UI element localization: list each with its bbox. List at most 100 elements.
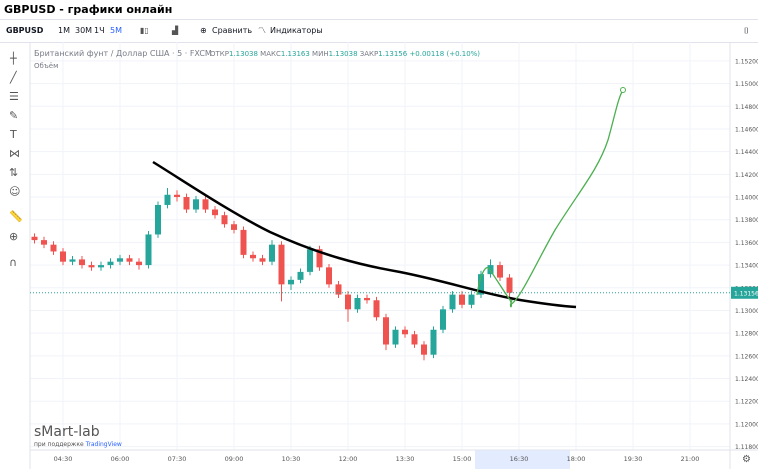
candle-body bbox=[126, 258, 133, 262]
y-tick-label: 1.14200 bbox=[735, 172, 758, 179]
x-tick-label: 19:30 bbox=[624, 455, 643, 463]
x-tick-label: 12:00 bbox=[339, 455, 358, 463]
magnet-tool[interactable]: ∩ bbox=[9, 256, 17, 269]
emoji-tool[interactable]: ☺ bbox=[9, 185, 20, 198]
y-tick-label: 1.11800 bbox=[735, 444, 758, 451]
candle-body bbox=[506, 277, 513, 293]
y-tick-label: 1.14000 bbox=[735, 195, 758, 202]
toolbar: GBPUSD 1M 30M 1Ч 5M ▮▯ ▟ ⊕ Сравнить 〽 Ин… bbox=[0, 20, 758, 43]
candle-body bbox=[364, 297, 370, 301]
measure-tool[interactable]: ⇅ bbox=[9, 166, 18, 179]
logo: sMart-lab bbox=[34, 424, 100, 440]
candle-body bbox=[136, 261, 142, 266]
drawing-tools: ┼ ╱ ☰ ✎ T ⋈ ⇅ ☺ 📏 ⊕ ∩ bbox=[9, 51, 23, 269]
fib-tool[interactable]: ☰ bbox=[9, 90, 19, 103]
y-tick-label: 1.12200 bbox=[735, 399, 758, 406]
legend-value: 1.13038 bbox=[329, 50, 358, 58]
x-tick-label: 21:00 bbox=[681, 455, 700, 463]
candle-body bbox=[212, 209, 218, 216]
forecast-line bbox=[509, 89, 624, 306]
crosshair-tool[interactable]: ┼ bbox=[9, 51, 17, 65]
candle-body bbox=[107, 261, 114, 266]
trend-line bbox=[152, 160, 577, 309]
legend-value: 1.13163 bbox=[281, 50, 310, 58]
zoom-tool[interactable]: ⊕ bbox=[9, 230, 18, 243]
ruler-tool[interactable]: 📏 bbox=[9, 210, 23, 223]
legend-label: ЗАКР bbox=[360, 50, 378, 58]
pattern-tool[interactable]: ⋈ bbox=[9, 147, 20, 160]
candle-body bbox=[60, 251, 66, 262]
x-tick-label: 06:00 bbox=[111, 455, 130, 463]
interval[interactable]: 1M bbox=[58, 26, 70, 35]
legend-value: 1.13038 bbox=[229, 50, 258, 58]
x-tick-label: 09:00 bbox=[225, 455, 244, 463]
settings-icon[interactable]: ⚙ bbox=[742, 454, 751, 465]
trend-tool[interactable]: ╱ bbox=[9, 70, 18, 84]
x-tick-label: 16:30 bbox=[510, 455, 529, 463]
bar-type-icon[interactable]: ▟ bbox=[172, 26, 179, 35]
y-tick-label: 1.12800 bbox=[735, 331, 758, 338]
instrument: Британский фунт / Доллар США · 5 · FXCM bbox=[34, 49, 212, 58]
x-tick-label: 13:30 bbox=[396, 455, 415, 463]
candle-body bbox=[345, 294, 351, 310]
legend-change: +0.00118 (+0.10%) bbox=[409, 50, 480, 58]
interval[interactable]: 5M bbox=[110, 26, 122, 35]
candle-body bbox=[478, 274, 484, 295]
candle-body bbox=[468, 294, 475, 305]
candle-body bbox=[231, 224, 237, 230]
text-tool[interactable]: T bbox=[9, 128, 17, 141]
candle-body bbox=[240, 229, 247, 255]
y-tick-label: 1.15000 bbox=[735, 81, 758, 88]
candle-body bbox=[411, 334, 418, 345]
interval[interactable]: 1Ч bbox=[94, 26, 105, 35]
legend-label: МИН bbox=[312, 50, 329, 58]
compare[interactable]: Сравнить bbox=[212, 26, 253, 35]
y-tick-label: 1.14400 bbox=[735, 149, 758, 156]
chart-type-icon[interactable]: ▮▯ bbox=[140, 26, 149, 35]
candle-body bbox=[259, 258, 266, 262]
y-tick-label: 1.12600 bbox=[735, 353, 758, 360]
x-tick-label: 18:00 bbox=[567, 455, 586, 463]
indicators-icon[interactable]: 〽 bbox=[258, 26, 266, 35]
pattern-line bbox=[476, 267, 513, 308]
candle-body bbox=[373, 300, 380, 318]
x-tick-label: 07:30 bbox=[168, 455, 187, 463]
candle-body bbox=[421, 344, 427, 355]
candle-body bbox=[50, 244, 57, 252]
y-tick-label: 1.15200 bbox=[735, 58, 758, 65]
forecast-point bbox=[620, 87, 626, 93]
candle-body bbox=[307, 249, 313, 272]
candle-body bbox=[269, 244, 275, 262]
candle-body bbox=[155, 204, 161, 235]
brush-tool[interactable]: ✎ bbox=[9, 109, 18, 122]
y-tick-label: 1.13600 bbox=[735, 240, 758, 247]
interval[interactable]: 30M bbox=[75, 26, 93, 35]
compare-icon[interactable]: ⊕ bbox=[200, 26, 207, 35]
y-tick-label: 1.12000 bbox=[735, 421, 758, 428]
candle-body bbox=[79, 259, 85, 266]
price-tag bbox=[731, 286, 758, 299]
x-tick-label: 15:00 bbox=[453, 455, 472, 463]
candle-body bbox=[278, 244, 285, 285]
candle-body bbox=[250, 254, 256, 259]
indicators[interactable]: Индикаторы bbox=[270, 26, 323, 35]
legend-values: ОТКР1.13038 МАКС1.13163 МИН1.13038 ЗАКР1… bbox=[210, 50, 480, 58]
y-tick-label: 1.13000 bbox=[735, 308, 758, 315]
partner: TradingView bbox=[85, 441, 122, 448]
candle-body bbox=[335, 284, 342, 295]
y-tick-label: 1.12400 bbox=[735, 376, 758, 383]
candle-body bbox=[164, 194, 171, 205]
candle-body bbox=[202, 199, 209, 210]
camera-icon[interactable]: ⌷ bbox=[744, 26, 749, 35]
candle-body bbox=[297, 271, 304, 280]
candle-body bbox=[88, 265, 95, 268]
candle-body bbox=[145, 234, 152, 266]
candle-body bbox=[354, 297, 361, 310]
page-title: GBPUSD - графики онлайн bbox=[0, 0, 758, 20]
y-tick-label: 1.13400 bbox=[735, 263, 758, 270]
y-tick-label: 1.13800 bbox=[735, 217, 758, 224]
symbol[interactable]: GBPUSD bbox=[6, 26, 44, 35]
volume-label: Объём bbox=[34, 62, 58, 70]
price-tag-label: 1.13156 bbox=[734, 290, 758, 297]
candle-body bbox=[288, 279, 294, 285]
